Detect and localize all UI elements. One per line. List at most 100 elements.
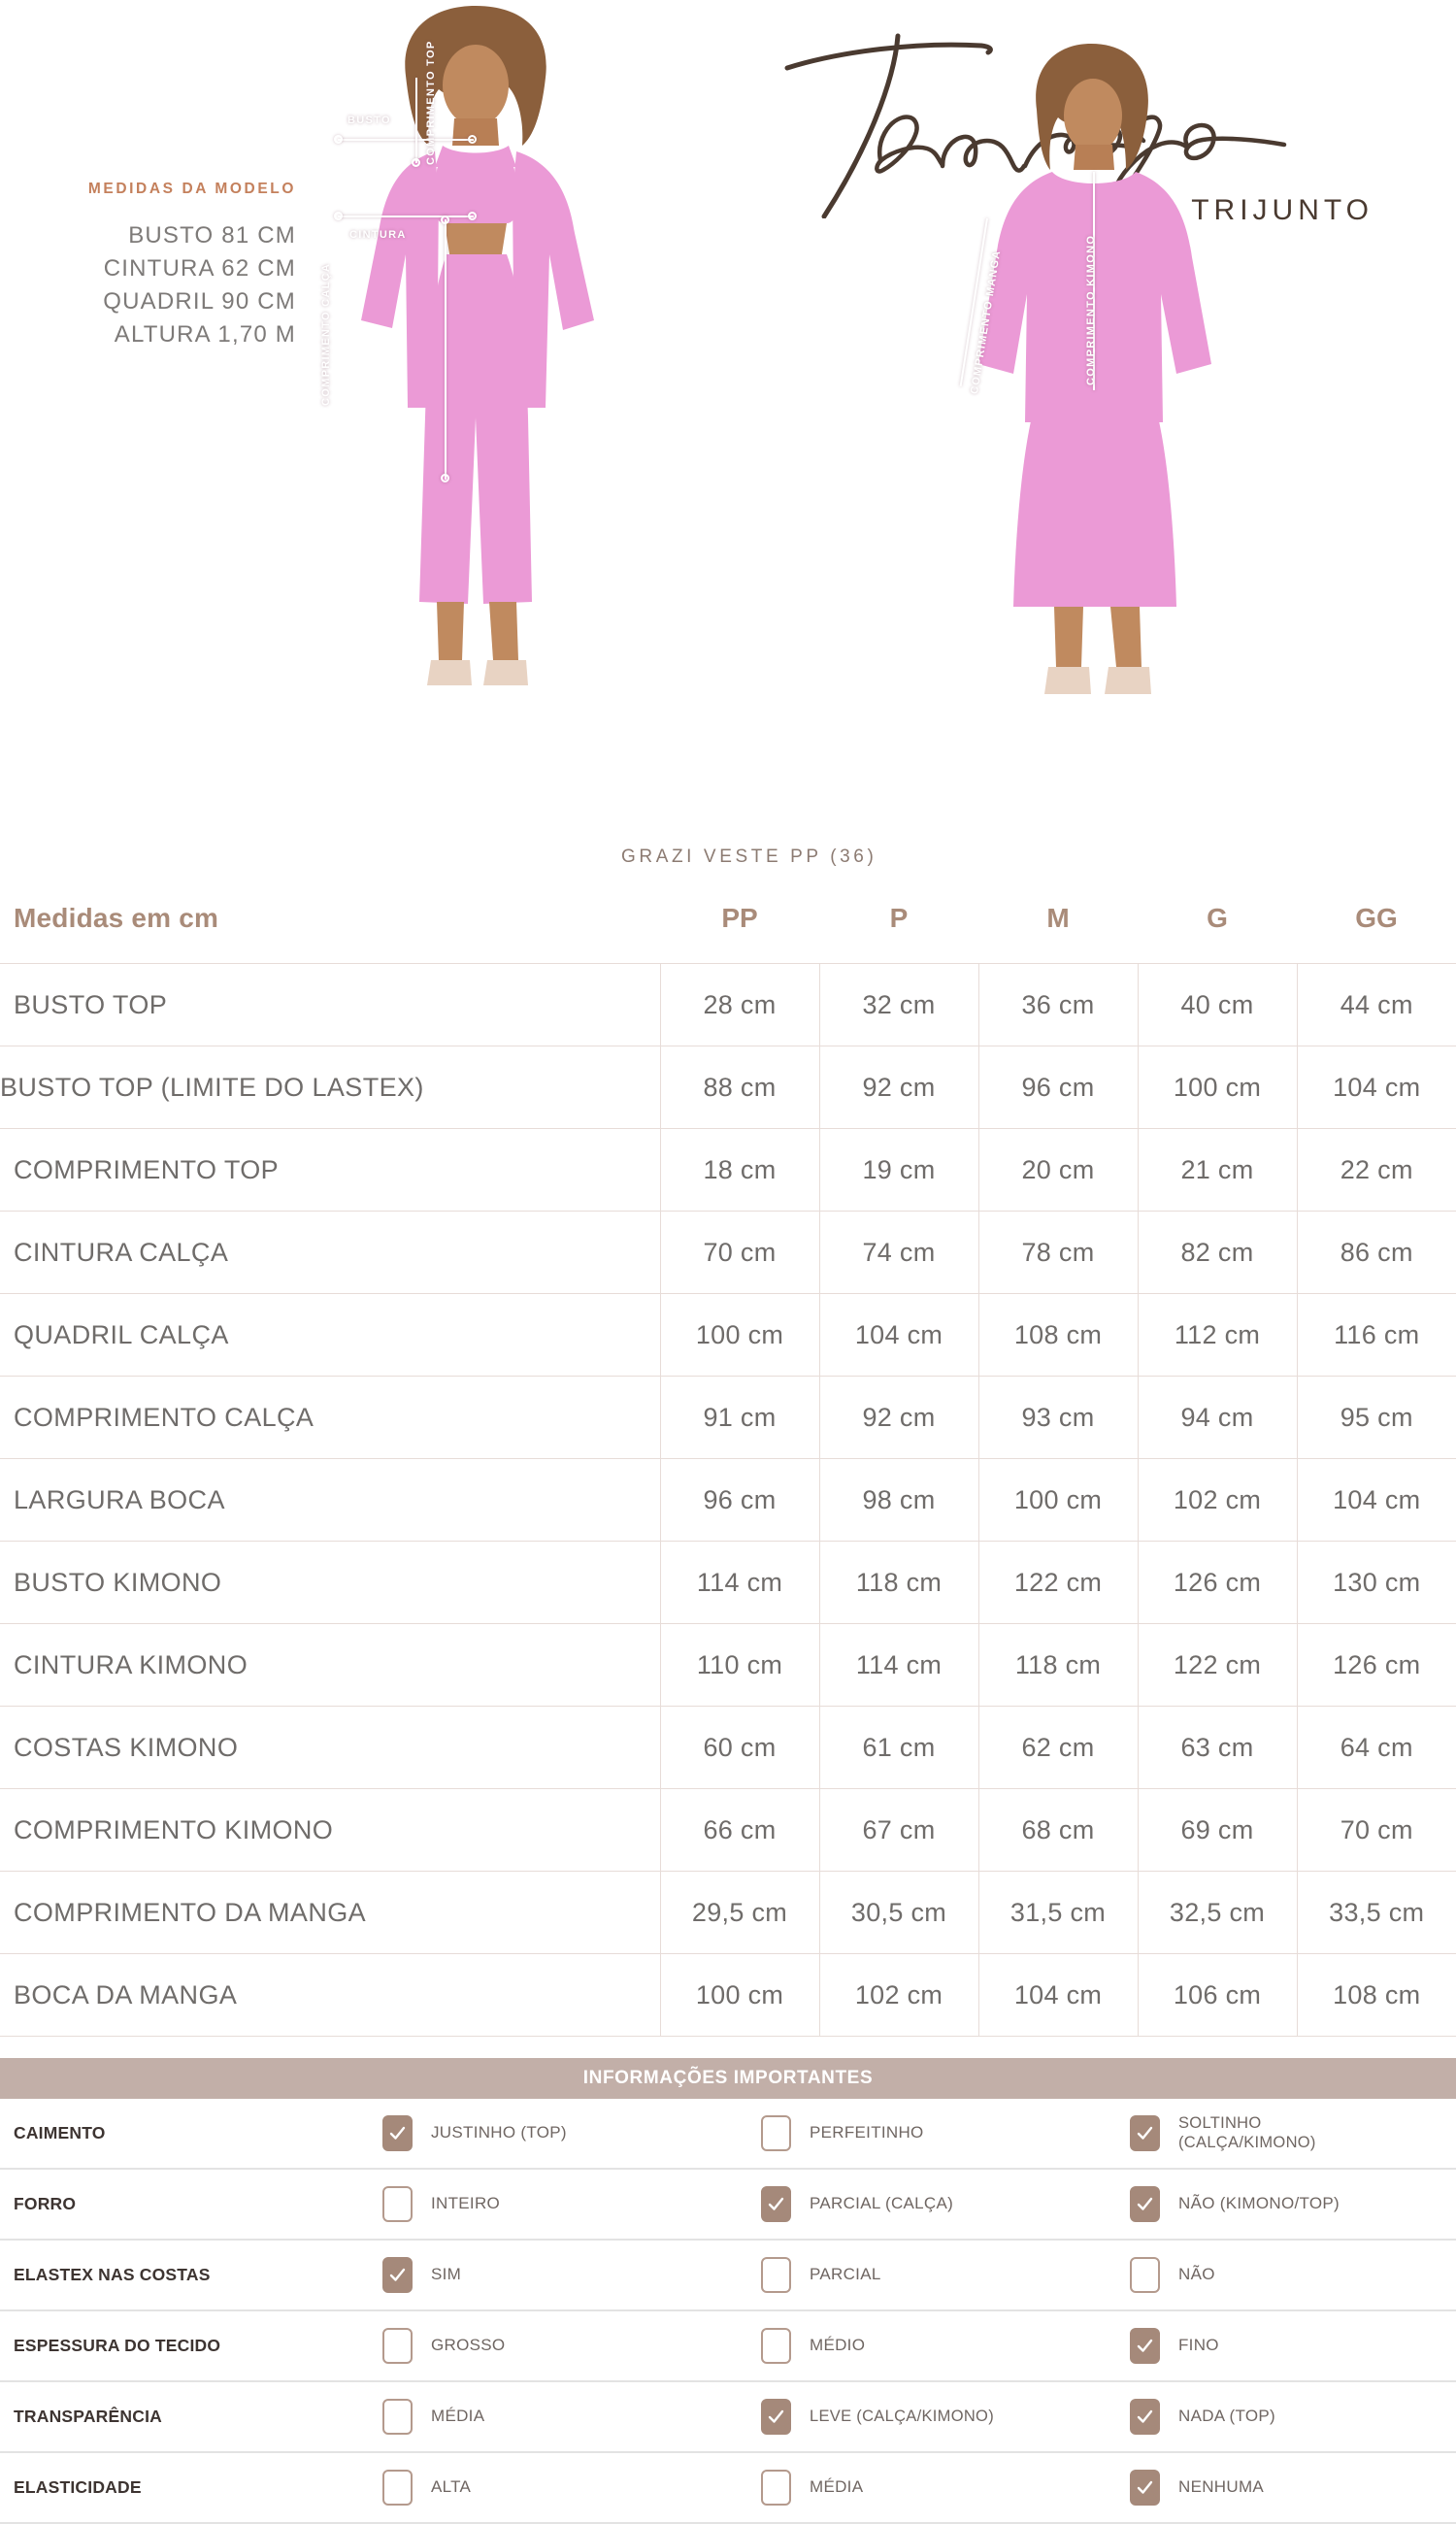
measurement-value: 96 cm: [659, 1458, 820, 1542]
checkbox-unchecked-icon[interactable]: [761, 2328, 791, 2364]
info-option[interactable]: MÉDIA: [382, 2399, 761, 2435]
info-option[interactable]: NÃO (KIMONO/TOP): [1130, 2186, 1456, 2222]
info-option-label: PARCIAL (CALÇA): [810, 2194, 954, 2213]
info-option-label: MÉDIO: [810, 2336, 866, 2355]
measurement-label: COSTAS KIMONO: [0, 1706, 661, 1789]
checkbox-checked-icon[interactable]: [1130, 2115, 1160, 2151]
comprimento-top-measure-line: [415, 78, 417, 163]
measurement-label: BUSTO TOP (LIMITE DO LASTEX): [0, 1046, 661, 1129]
info-option[interactable]: GROSSO: [382, 2328, 761, 2364]
model-back-photo: COMPRIMENTO MANGA COMPRIMENTO KIMONO: [932, 24, 1233, 903]
measurement-value: 102 cm: [1137, 1458, 1298, 1542]
info-option[interactable]: SOLTINHO (CALÇA/KIMONO): [1130, 2114, 1456, 2152]
measurement-value: 110 cm: [659, 1623, 820, 1707]
info-option[interactable]: MÉDIA: [761, 2470, 1130, 2506]
comprimento-calca-dot-bottom: [441, 474, 449, 482]
measurement-label: CINTURA KIMONO: [0, 1623, 661, 1707]
size-column-p: P: [819, 903, 978, 964]
info-option[interactable]: MÉDIO: [761, 2328, 1130, 2364]
measurement-value: 100 cm: [659, 1953, 820, 2037]
checkbox-unchecked-icon[interactable]: [382, 2399, 413, 2435]
info-option-label: FINO: [1178, 2336, 1219, 2355]
checkbox-checked-icon[interactable]: [382, 2257, 413, 2293]
checkbox-checked-icon[interactable]: [1130, 2470, 1160, 2506]
info-row-label: FORRO: [14, 2194, 77, 2213]
checkbox-checked-icon[interactable]: [1130, 2186, 1160, 2222]
info-option[interactable]: PARCIAL (CALÇA): [761, 2186, 1130, 2222]
measurement-value: 112 cm: [1137, 1293, 1298, 1377]
comprimento-calca-overlay-label: COMPRIMENTO CALÇA: [320, 262, 332, 406]
checkbox-checked-icon[interactable]: [761, 2186, 791, 2222]
checkbox-checked-icon[interactable]: [761, 2399, 791, 2435]
measurement-label: QUADRIL CALÇA: [0, 1293, 661, 1377]
measurement-value: 61 cm: [818, 1706, 979, 1789]
info-option[interactable]: PARCIAL: [761, 2257, 1130, 2293]
info-row: TRANSPARÊNCIA MÉDIA LEVE (CALÇA/KIMONO) NAD…: [0, 2382, 1456, 2453]
measurement-value: 63 cm: [1137, 1706, 1298, 1789]
measurement-label: CINTURA CALÇA: [0, 1211, 661, 1294]
measurement-value: 32,5 cm: [1137, 1871, 1298, 1954]
measurement-value: 96 cm: [977, 1046, 1139, 1129]
checkbox-checked-icon[interactable]: [382, 2115, 413, 2151]
hero-section: MEDIDAS DA MODELO BUSTO 81 CM CINTURA 62…: [0, 0, 1456, 903]
table-row: BUSTO KIMONO 114 cm 118 cm 122 cm 126 cm 130 …: [0, 1541, 1456, 1624]
info-option-label: SIM: [431, 2265, 462, 2284]
measurement-value: 31,5 cm: [977, 1871, 1139, 1954]
info-option[interactable]: NÃO: [1130, 2257, 1456, 2293]
measurement-value: 60 cm: [659, 1706, 820, 1789]
table-row: COMPRIMENTO CALÇA 91 cm 92 cm 93 cm 94 cm 95 …: [0, 1376, 1456, 1459]
measurement-value: 118 cm: [977, 1623, 1139, 1707]
model-size-caption: GRAZI VESTE PP (36): [621, 847, 877, 867]
measurement-value: 82 cm: [1137, 1211, 1298, 1294]
info-option[interactable]: ALTA: [382, 2470, 761, 2506]
info-row: ESPESSURA DO TECIDO GROSSO MÉDIO FINO: [0, 2311, 1456, 2382]
checkbox-unchecked-icon[interactable]: [382, 2186, 413, 2222]
checkbox-unchecked-icon[interactable]: [1130, 2257, 1160, 2293]
measurement-value: 74 cm: [818, 1211, 979, 1294]
info-option[interactable]: SIM: [382, 2257, 761, 2293]
checkbox-unchecked-icon[interactable]: [761, 2115, 791, 2151]
measurement-value: 30,5 cm: [818, 1871, 979, 1954]
important-info-body: CAIMENTO JUSTINHO (TOP) PERFEITINHO SOLTINH…: [0, 2099, 1456, 2524]
info-option[interactable]: LEVE (CALÇA/KIMONO): [761, 2399, 1130, 2435]
info-row-label: ELASTICIDADE: [14, 2477, 142, 2497]
checkbox-unchecked-icon[interactable]: [382, 2328, 413, 2364]
measurement-value: 126 cm: [1137, 1541, 1298, 1624]
measurement-value: 36 cm: [977, 963, 1139, 1046]
checkbox-unchecked-icon[interactable]: [761, 2470, 791, 2506]
info-option-label: MÉDIA: [810, 2477, 864, 2497]
info-option[interactable]: INTEIRO: [382, 2186, 761, 2222]
measurement-value: 94 cm: [1137, 1376, 1298, 1459]
checkbox-unchecked-icon[interactable]: [761, 2257, 791, 2293]
checkbox-checked-icon[interactable]: [1130, 2399, 1160, 2435]
measurement-value: 20 cm: [977, 1128, 1139, 1212]
measurement-value: 88 cm: [659, 1046, 820, 1129]
measurement-value: 93 cm: [977, 1376, 1139, 1459]
busto-overlay-label: BUSTO: [347, 115, 391, 126]
model-measurements-block: MEDIDAS DA MODELO BUSTO 81 CM CINTURA 62…: [58, 181, 296, 351]
checkbox-checked-icon[interactable]: [1130, 2328, 1160, 2364]
measurement-value: 62 cm: [977, 1706, 1139, 1789]
info-option-label: LEVE (CALÇA/KIMONO): [810, 2407, 994, 2425]
measurement-value: 118 cm: [818, 1541, 979, 1624]
measurement-value: 67 cm: [818, 1788, 979, 1872]
info-option[interactable]: NENHUMA: [1130, 2470, 1456, 2506]
measurement-label: COMPRIMENTO TOP: [0, 1128, 661, 1212]
size-table-wrapper: Medidas em cm PP P M G GG BUSTO TOP 28 cm…: [0, 903, 1456, 2037]
info-option[interactable]: PERFEITINHO: [761, 2115, 1130, 2151]
model-measurement-hip: QUADRIL 90 CM: [103, 288, 296, 316]
info-row: FORRO INTEIRO PARCIAL (CALÇA) NÃO (KIMONO/T…: [0, 2170, 1456, 2241]
comprimento-calca-dot-top: [441, 216, 449, 224]
measurement-value: 95 cm: [1296, 1376, 1456, 1459]
measurement-label: BOCA DA MANGA: [0, 1953, 661, 2037]
measurement-value: 33,5 cm: [1296, 1871, 1456, 1954]
measurement-value: 116 cm: [1296, 1293, 1456, 1377]
table-row: CINTURA CALÇA 70 cm 74 cm 78 cm 82 cm 86 cm: [0, 1211, 1456, 1294]
info-option[interactable]: JUSTINHO (TOP): [382, 2115, 761, 2151]
info-option[interactable]: NADA (TOP): [1130, 2399, 1456, 2435]
size-table-header: Medidas em cm PP P M G GG: [0, 903, 1456, 964]
checkbox-unchecked-icon[interactable]: [382, 2470, 413, 2506]
busto-dot-left: [334, 135, 343, 144]
measurement-value: 106 cm: [1137, 1953, 1298, 2037]
info-option[interactable]: FINO: [1130, 2328, 1456, 2364]
